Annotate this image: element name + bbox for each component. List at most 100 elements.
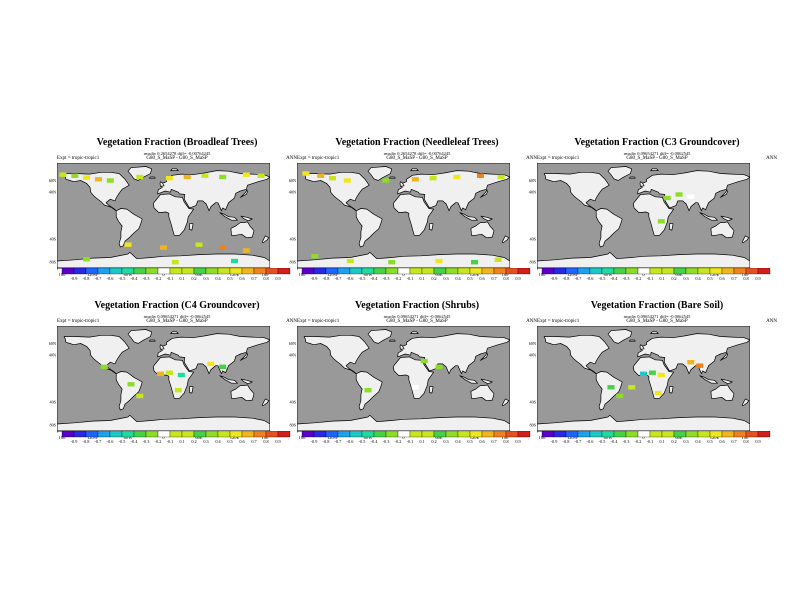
colorbar-label: 0.5 <box>227 276 232 281</box>
x-tick-label: 120E <box>710 435 720 440</box>
colorbar-swatch <box>445 268 459 275</box>
x-tick-label: 60E <box>435 435 443 440</box>
colorbar-swatch <box>301 431 315 438</box>
land-greenland <box>367 329 393 344</box>
x-tick-label: 180 <box>742 272 750 277</box>
map-plot: 180 120W 60W 0 60E 120E 180 <box>57 326 270 440</box>
colorbar-swatch <box>61 431 75 438</box>
colorbar-label: -0.8 <box>563 439 570 444</box>
colorbar-swatch <box>457 431 471 438</box>
anomaly-cell <box>657 372 665 378</box>
colorbar: -0.9 -0.8 -0.7 -0.6 -0.5 -0.4 -0.3 -0.2 -0.1 0.1 0… <box>541 431 771 444</box>
panel-model: G80_S_MaSP - G80_S_MaSP <box>626 319 688 324</box>
land-north-america <box>303 171 370 212</box>
colorbar-label: -0.7 <box>335 276 343 281</box>
x-tick-label: 180 <box>299 435 307 440</box>
colorbar-swatch <box>109 268 123 275</box>
x-tick-label: 120E <box>470 272 480 277</box>
colorbar-label: 0.1 <box>179 276 184 281</box>
colorbar-label: 0.4 <box>695 439 701 444</box>
colorbar-swatch <box>61 268 75 275</box>
anomaly-cell <box>435 258 443 264</box>
colorbar-label: -0.1 <box>167 439 174 444</box>
colorbar-swatch <box>733 268 747 275</box>
land-iceland <box>628 176 636 179</box>
y-tick-label: 60N <box>529 341 536 346</box>
colorbar-swatch <box>505 431 519 438</box>
colorbar-label: 0.3 <box>443 439 448 444</box>
anomaly-cell <box>201 173 209 178</box>
colorbar-swatch <box>493 431 507 438</box>
colorbar-swatch <box>169 431 183 438</box>
anomaly-cell <box>242 172 250 177</box>
colorbar-label: -0.8 <box>83 276 90 281</box>
colorbar-swatch <box>481 431 495 438</box>
colorbar-swatch <box>421 268 435 275</box>
anomaly-cell <box>329 176 336 181</box>
colorbar-label: 0.9 <box>275 276 280 281</box>
land-madagascar <box>669 386 674 394</box>
anomaly-cell <box>364 388 372 393</box>
anomaly-cell <box>160 245 167 250</box>
colorbar-swatch <box>193 268 207 275</box>
colorbar-label: 0.1 <box>179 439 184 444</box>
panel-period: ANN <box>526 319 537 324</box>
land-indonesia <box>699 375 718 384</box>
x-tick-label: 60E <box>675 272 683 277</box>
x-tick-label: 120E <box>470 435 480 440</box>
x-tick-label: 0 <box>642 435 645 440</box>
land-new-zealand <box>741 235 750 244</box>
colorbar-label: -0.1 <box>407 276 414 281</box>
y-tick-label: 40N <box>529 353 536 358</box>
land-greenland <box>607 329 633 344</box>
land-eurasia <box>637 333 750 375</box>
y-tick-label: 40S <box>529 399 536 404</box>
land-new-guinea <box>480 378 493 385</box>
y-tick-label: 60N <box>49 341 56 346</box>
colorbar-label: -0.8 <box>323 439 330 444</box>
x-tick-label: 180 <box>742 435 750 440</box>
x-tick-label: 60E <box>195 272 203 277</box>
anomaly-cell <box>497 174 505 180</box>
land-africa <box>393 193 435 236</box>
panel-expt: Expt = tropic-tropic1 <box>537 319 580 324</box>
colorbar-swatch <box>109 431 123 438</box>
land-south-america <box>595 371 623 411</box>
y-tick-label: 40S <box>289 399 296 404</box>
land-svalbard <box>410 331 419 334</box>
colorbar-label: -0.1 <box>167 276 174 281</box>
land-antarctica <box>57 414 270 432</box>
anomaly-cell <box>311 254 319 259</box>
colorbar-swatch <box>613 431 627 438</box>
panel-title: Vegetation Fraction (C4 Groundcover) <box>94 300 260 311</box>
y-tick-label: 80S <box>529 423 536 428</box>
x-tick-label: 60W <box>124 435 134 440</box>
land-africa <box>153 356 195 399</box>
colorbar-swatch <box>385 268 399 275</box>
map-plot: 180 120W 60W 0 60E 120E 180 <box>537 326 750 440</box>
land-iceland <box>628 339 636 342</box>
land-madagascar <box>429 223 434 231</box>
anomaly-cell <box>136 174 144 180</box>
land-antarctica <box>57 251 270 269</box>
colorbar-label: 0.5 <box>707 276 712 281</box>
x-tick-label: 180 <box>262 435 270 440</box>
colorbar-label: -0.4 <box>611 276 619 281</box>
anomaly-cell <box>429 176 437 181</box>
x-tick-label: 180 <box>59 272 67 277</box>
anomaly-cell <box>471 260 478 265</box>
land-new-zealand <box>501 398 510 407</box>
x-tick-label: 60E <box>435 272 443 277</box>
y-axis-labels: 60N 40N 40S 80S <box>289 178 297 265</box>
colorbar-label: -0.5 <box>119 439 126 444</box>
colorbar-label: -0.9 <box>311 276 318 281</box>
colorbar-swatch <box>265 431 279 438</box>
anomaly-cell <box>257 173 265 178</box>
colorbar-label: -0.2 <box>635 439 642 444</box>
colorbar-label: 0.1 <box>659 439 664 444</box>
land-svalbard <box>410 168 419 171</box>
land-madagascar <box>669 223 674 231</box>
land-japan <box>240 352 248 361</box>
land-australia <box>470 221 495 239</box>
colorbar-swatch <box>565 431 579 438</box>
